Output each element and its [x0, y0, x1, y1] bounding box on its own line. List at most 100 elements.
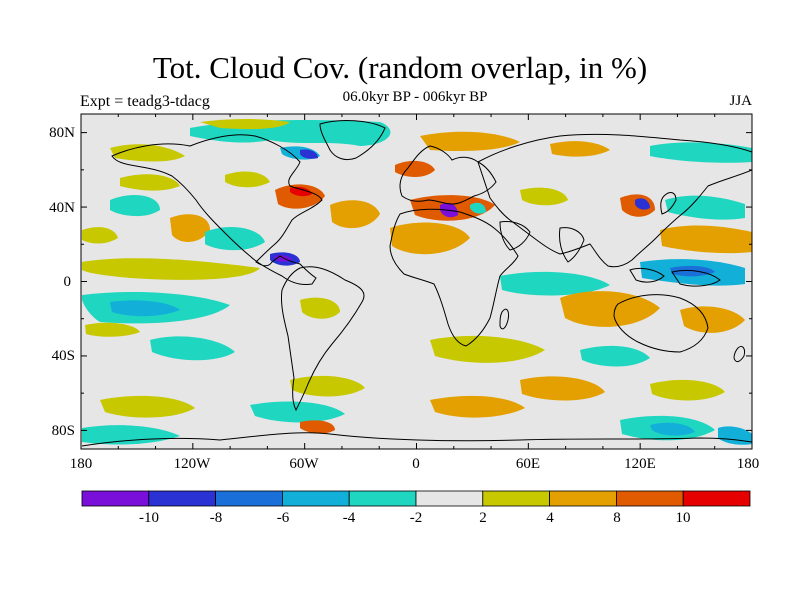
anomaly-patch [680, 306, 745, 333]
anomaly-field [82, 119, 752, 445]
coastline-asia [477, 133, 752, 268]
map-title: Tot. Cloud Cov. (random overlap, in %) [152, 50, 648, 85]
coastline-europe [399, 145, 497, 205]
anomaly-patch [300, 297, 340, 319]
anomaly-patch [395, 160, 435, 177]
colorbar-swatch [148, 490, 217, 507]
lon-label: 180 [70, 456, 93, 472]
coastline-africa [389, 208, 519, 347]
colorbar-swatch [281, 490, 350, 507]
colorbar-swatch [482, 490, 550, 507]
anomaly-patch [665, 195, 745, 220]
lat-label: 0 [64, 274, 72, 290]
colorbar-label: -10 [139, 510, 159, 526]
axis-ticks [80, 114, 753, 449]
anomaly-patch [718, 426, 752, 445]
coastline-borneo [629, 267, 665, 283]
anomaly-patch [430, 395, 525, 418]
anomaly-patch [650, 422, 695, 436]
anomaly-patch [150, 336, 235, 361]
lat-label: 80S [52, 423, 75, 439]
anomaly-patch [500, 271, 610, 296]
anomaly-patch [670, 265, 715, 277]
colorbar-label: -8 [210, 510, 223, 526]
lon-label: 120W [174, 456, 212, 472]
coastline-madagascar [499, 308, 509, 330]
anomaly-patch [390, 222, 470, 255]
anomaly-patch [250, 401, 345, 423]
colorbar-swatch [616, 490, 684, 507]
colorbar-label: 8 [613, 510, 621, 526]
anomaly-patch [580, 345, 650, 367]
anomaly-patch [330, 200, 380, 229]
latitude-labels: 80N 40N 0 40S 80S [49, 125, 75, 439]
anomaly-patch [82, 227, 118, 244]
anomaly-patch [470, 202, 486, 214]
coastline-new-zealand [733, 345, 745, 363]
colorbar-swatch [81, 490, 150, 507]
colorbar-label: 4 [546, 510, 554, 526]
anomaly-patch [420, 131, 520, 152]
anomaly-patch [205, 227, 265, 251]
lat-label: 80N [49, 125, 75, 141]
anomaly-patch [275, 184, 325, 209]
longitude-labels: 180 120W 60W 0 60E 120E 180 [70, 456, 760, 472]
lon-label: 60E [516, 456, 540, 472]
anomaly-patch [170, 214, 210, 242]
season-label: JJA [729, 93, 752, 109]
colorbar-label: 2 [479, 510, 487, 526]
coastline-new-guinea [671, 269, 721, 287]
anomaly-patch [110, 300, 180, 317]
anomaly-patch [560, 291, 660, 327]
colorbar-label: -2 [410, 510, 423, 526]
lon-label: 180 [737, 456, 760, 472]
colorbar [81, 490, 751, 507]
lat-label: 40S [52, 348, 75, 364]
coastline-india [559, 227, 585, 263]
anomaly-patch [300, 420, 335, 434]
lon-label: 60W [289, 456, 319, 472]
experiment-label: Expt = teadg3-tdacg [80, 93, 210, 110]
anomaly-patch [225, 171, 270, 188]
colorbar-swatch [549, 490, 617, 507]
anomaly-patch [290, 186, 312, 197]
anomaly-patch [110, 144, 185, 162]
anomaly-patch [300, 149, 318, 159]
coastline-north-america [111, 134, 323, 285]
anomaly-patch [520, 187, 568, 206]
anomaly-patch [120, 174, 180, 191]
anomaly-patch [635, 198, 650, 210]
colorbar-swatch [215, 490, 283, 507]
anomaly-patch [100, 395, 195, 418]
colorbar-label: 10 [676, 510, 691, 526]
colorbar-labels: -10 -8 -6 -4 -2 2 4 8 10 [139, 510, 691, 526]
anomaly-patch [200, 119, 290, 130]
anomaly-patch [110, 195, 160, 217]
anomaly-patch [85, 322, 140, 337]
coastline-japan [660, 192, 677, 215]
coastlines [81, 120, 752, 447]
colorbar-swatch [415, 490, 484, 507]
coastline-south-america [281, 266, 365, 412]
anomaly-patch [82, 425, 180, 445]
lon-label: 120E [624, 456, 656, 472]
coastline-arabia [499, 221, 531, 251]
coastline-antarctica [81, 432, 752, 447]
anomaly-patch [660, 225, 752, 254]
colorbar-swatch [682, 490, 751, 507]
colorbar-swatch [348, 490, 417, 507]
coastline-australia [613, 294, 709, 353]
anomaly-patch [650, 379, 725, 401]
lat-label: 40N [49, 200, 75, 216]
anomaly-patch [650, 142, 752, 163]
anomaly-patch [550, 141, 610, 157]
map-subtitle: 06.0kyr BP - 006kyr BP [342, 89, 488, 105]
anomaly-patch [290, 375, 365, 397]
coastline-greenland [319, 120, 386, 161]
colorbar-label: -4 [343, 510, 356, 526]
anomaly-patch [82, 258, 260, 280]
lon-label: 0 [412, 456, 420, 472]
colorbar-label: -6 [277, 510, 290, 526]
anomaly-patch [520, 376, 605, 401]
